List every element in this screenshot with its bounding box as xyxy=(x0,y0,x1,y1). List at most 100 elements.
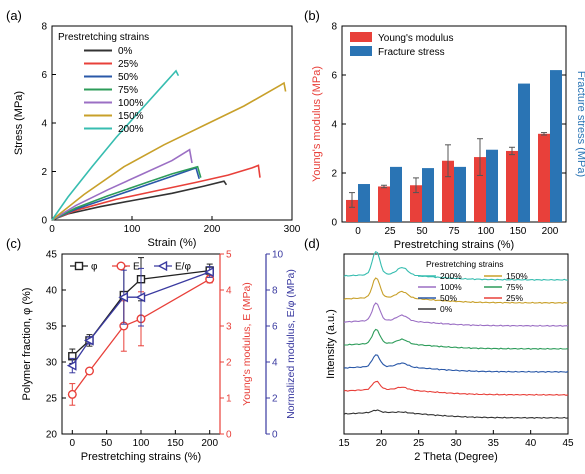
x-tick-label: 100 xyxy=(133,438,150,449)
x-tick-label: 15 xyxy=(338,438,350,449)
x-tick-label: 25 xyxy=(384,226,396,237)
bar xyxy=(358,184,370,222)
bar xyxy=(390,166,402,222)
x-tick-label: 0 xyxy=(70,438,76,449)
data-point xyxy=(118,292,129,303)
legend-swatch xyxy=(350,46,372,56)
chart-c: 0 50 100 150 2002025303540450123450246810Pre… xyxy=(21,250,297,464)
legend-label: E/φ xyxy=(175,262,191,273)
x-tick-label: 150 xyxy=(167,438,184,449)
x-tick-label: 200 xyxy=(204,224,221,235)
chart-a: 0 100 200 300 0 2 4 6 8 Strain (%) Stress (MPa) Pre… xyxy=(13,22,301,250)
bar xyxy=(474,157,486,222)
x-axis-label: Prestretching strains (%) xyxy=(81,451,201,463)
legend-label: 25% xyxy=(118,59,138,70)
x-tick-label: 45 xyxy=(562,438,574,449)
y-right1-tick-label: 2 xyxy=(226,358,232,369)
series-line xyxy=(51,81,287,221)
legend-label: 150% xyxy=(118,111,144,122)
legend-label: 0% xyxy=(440,304,453,314)
x-tick-label: 50 xyxy=(416,226,428,237)
y-tick-label: 8 xyxy=(331,22,337,33)
x-tick-label: 75 xyxy=(448,226,460,237)
x-axis-label: Strain (%) xyxy=(148,237,197,249)
series-line xyxy=(51,148,193,221)
chart-d: 15 20 25 30 35 40 45 2 Theta (Degree) Intensity … xyxy=(325,250,574,463)
y-right2-tick-label: 6 xyxy=(272,322,278,333)
x-axis-label: 2 Theta (Degree) xyxy=(414,451,498,463)
x-tick-label: 25 xyxy=(413,438,425,449)
data-point xyxy=(157,260,168,272)
y-axis-label: Polymer fraction, φ (%) xyxy=(21,288,33,401)
panel-label-d: (d) xyxy=(304,236,320,251)
y-tick-label: 4 xyxy=(41,119,47,130)
series-line xyxy=(343,380,569,396)
panel-label-b: (b) xyxy=(304,8,320,23)
data-point xyxy=(66,360,77,371)
legend-label: 150% xyxy=(506,271,528,281)
series-line xyxy=(343,250,569,281)
bar xyxy=(410,185,422,222)
y-tick-label: 0 xyxy=(41,216,47,227)
x-tick-label: 300 xyxy=(284,224,301,235)
y-right1-tick-label: 0 xyxy=(226,430,232,441)
x-tick-label: 20 xyxy=(376,438,388,449)
bar xyxy=(442,160,454,222)
data-point xyxy=(84,366,94,376)
legend-label: 200% xyxy=(440,271,462,281)
legend-label: 100% xyxy=(118,98,144,109)
legend-label: E xyxy=(133,262,140,273)
bar xyxy=(550,70,562,222)
y-right2-tick-label: 0 xyxy=(272,430,278,441)
y-tick-label: 0 xyxy=(331,218,337,229)
y-tick-label: 2 xyxy=(41,167,47,178)
panel-label-c: (c) xyxy=(6,236,21,251)
bar xyxy=(506,150,518,222)
bar xyxy=(422,168,434,222)
legend-label: 75% xyxy=(506,282,523,292)
series-line xyxy=(344,328,569,350)
series-line xyxy=(343,302,569,327)
data-point xyxy=(116,261,126,271)
y-right2-tick-label: 4 xyxy=(272,358,278,369)
series-line xyxy=(51,165,202,221)
y-right1-tick-label: 1 xyxy=(226,394,232,405)
x-tick-label: 100 xyxy=(478,226,495,237)
bar xyxy=(454,166,466,222)
x-tick-label: 200 xyxy=(542,226,559,237)
y-right2-tick-label: 10 xyxy=(272,250,284,261)
x-tick-label: 100 xyxy=(124,224,141,235)
y-tick-label: 2 xyxy=(331,169,337,180)
y-right2-axis-label: Normalized modulus, E/φ (MPa) xyxy=(285,269,297,419)
y-tick-label: 45 xyxy=(46,250,58,261)
legend-label: φ xyxy=(91,262,98,273)
x-tick-label: 30 xyxy=(450,438,462,449)
legend-label: 50% xyxy=(118,72,138,83)
x-tick-label: 200 xyxy=(201,438,218,449)
bar xyxy=(486,149,498,222)
y-right1-axis-label: Young's modulus, E (MPa) xyxy=(241,282,253,406)
y-right1-tick-label: 4 xyxy=(226,286,232,297)
y-tick-label: 4 xyxy=(331,120,337,131)
legend-label: 0% xyxy=(118,46,133,57)
y-tick-label: 35 xyxy=(46,322,58,333)
series-line xyxy=(51,164,261,221)
y-axis-label: Young's modulus (MPa) xyxy=(311,66,323,182)
x-axis-label: Prestretching strains (%) xyxy=(394,239,514,251)
y-right2-tick-label: 2 xyxy=(272,394,278,405)
legend-label: Fracture stress xyxy=(378,47,445,58)
x-tick-label: 50 xyxy=(101,438,113,449)
chart-b: 0 2 4 6 8 0 25 50 75 100 150 200 Prestretching strai… xyxy=(311,22,585,252)
y-tick-label: 6 xyxy=(331,71,337,82)
y-tick-label: 6 xyxy=(41,70,47,81)
series-line xyxy=(343,409,569,419)
legend-label: 50% xyxy=(440,293,457,303)
data-point xyxy=(204,266,214,278)
x-tick-label: 40 xyxy=(525,438,537,449)
legend-swatch xyxy=(350,32,372,42)
data-point xyxy=(83,335,94,346)
y-tick-label: 40 xyxy=(46,286,58,297)
y-right1-tick-label: 3 xyxy=(226,322,232,333)
legend-label: 200% xyxy=(118,124,144,135)
bar xyxy=(378,186,390,222)
